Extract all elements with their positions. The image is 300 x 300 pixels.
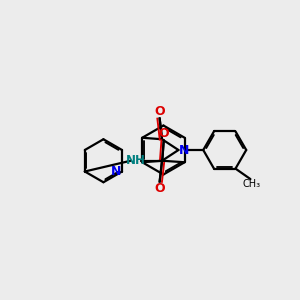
Text: N: N	[111, 165, 121, 178]
Text: O: O	[154, 105, 165, 118]
Text: O: O	[158, 128, 169, 140]
Text: CH₃: CH₃	[243, 179, 261, 189]
Text: O: O	[154, 182, 165, 195]
Text: N: N	[178, 143, 189, 157]
Text: NH: NH	[126, 154, 146, 167]
